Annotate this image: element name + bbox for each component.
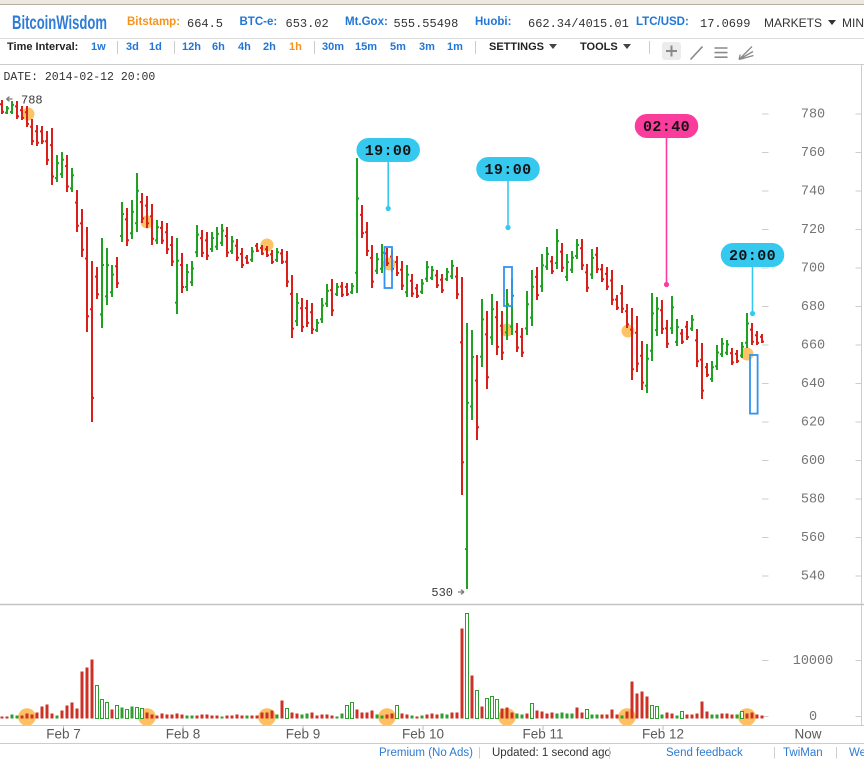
svg-text:Feb 8: Feb 8 (166, 727, 201, 742)
svg-text:19:00: 19:00 (365, 143, 412, 160)
svg-text:700: 700 (801, 262, 825, 277)
svg-text:760: 760 (801, 146, 825, 161)
svg-text:600: 600 (801, 454, 825, 469)
svg-text:640: 640 (801, 377, 825, 392)
svg-text:Feb 10: Feb 10 (402, 727, 444, 742)
svg-text:530: 530 (431, 586, 453, 600)
svg-text:02:40: 02:40 (643, 119, 690, 136)
svg-text:660: 660 (801, 339, 825, 354)
svg-text:Feb 12: Feb 12 (642, 727, 684, 742)
svg-text:740: 740 (801, 185, 825, 200)
svg-text:BitcoinWisdom: BitcoinWisdom (12, 15, 107, 33)
svg-text:19:00: 19:00 (484, 162, 531, 179)
svg-text:0: 0 (809, 710, 817, 725)
svg-text:540: 540 (801, 570, 825, 585)
svg-text:10000: 10000 (793, 654, 834, 669)
svg-text:20:00: 20:00 (729, 248, 776, 265)
svg-text:Feb 11: Feb 11 (522, 727, 563, 742)
svg-text:560: 560 (801, 531, 825, 546)
svg-text:Feb 7: Feb 7 (46, 727, 81, 742)
svg-text:680: 680 (801, 300, 825, 315)
svg-text:620: 620 (801, 416, 825, 431)
svg-text:DATE: 2014-02-12 20:00: DATE: 2014-02-12 20:00 (4, 71, 156, 84)
svg-text:720: 720 (801, 223, 825, 238)
svg-text:780: 780 (801, 108, 825, 123)
svg-text:580: 580 (801, 493, 825, 508)
svg-text:788: 788 (21, 94, 43, 108)
svg-text:Now: Now (794, 727, 821, 742)
svg-text:Feb 9: Feb 9 (286, 727, 321, 742)
